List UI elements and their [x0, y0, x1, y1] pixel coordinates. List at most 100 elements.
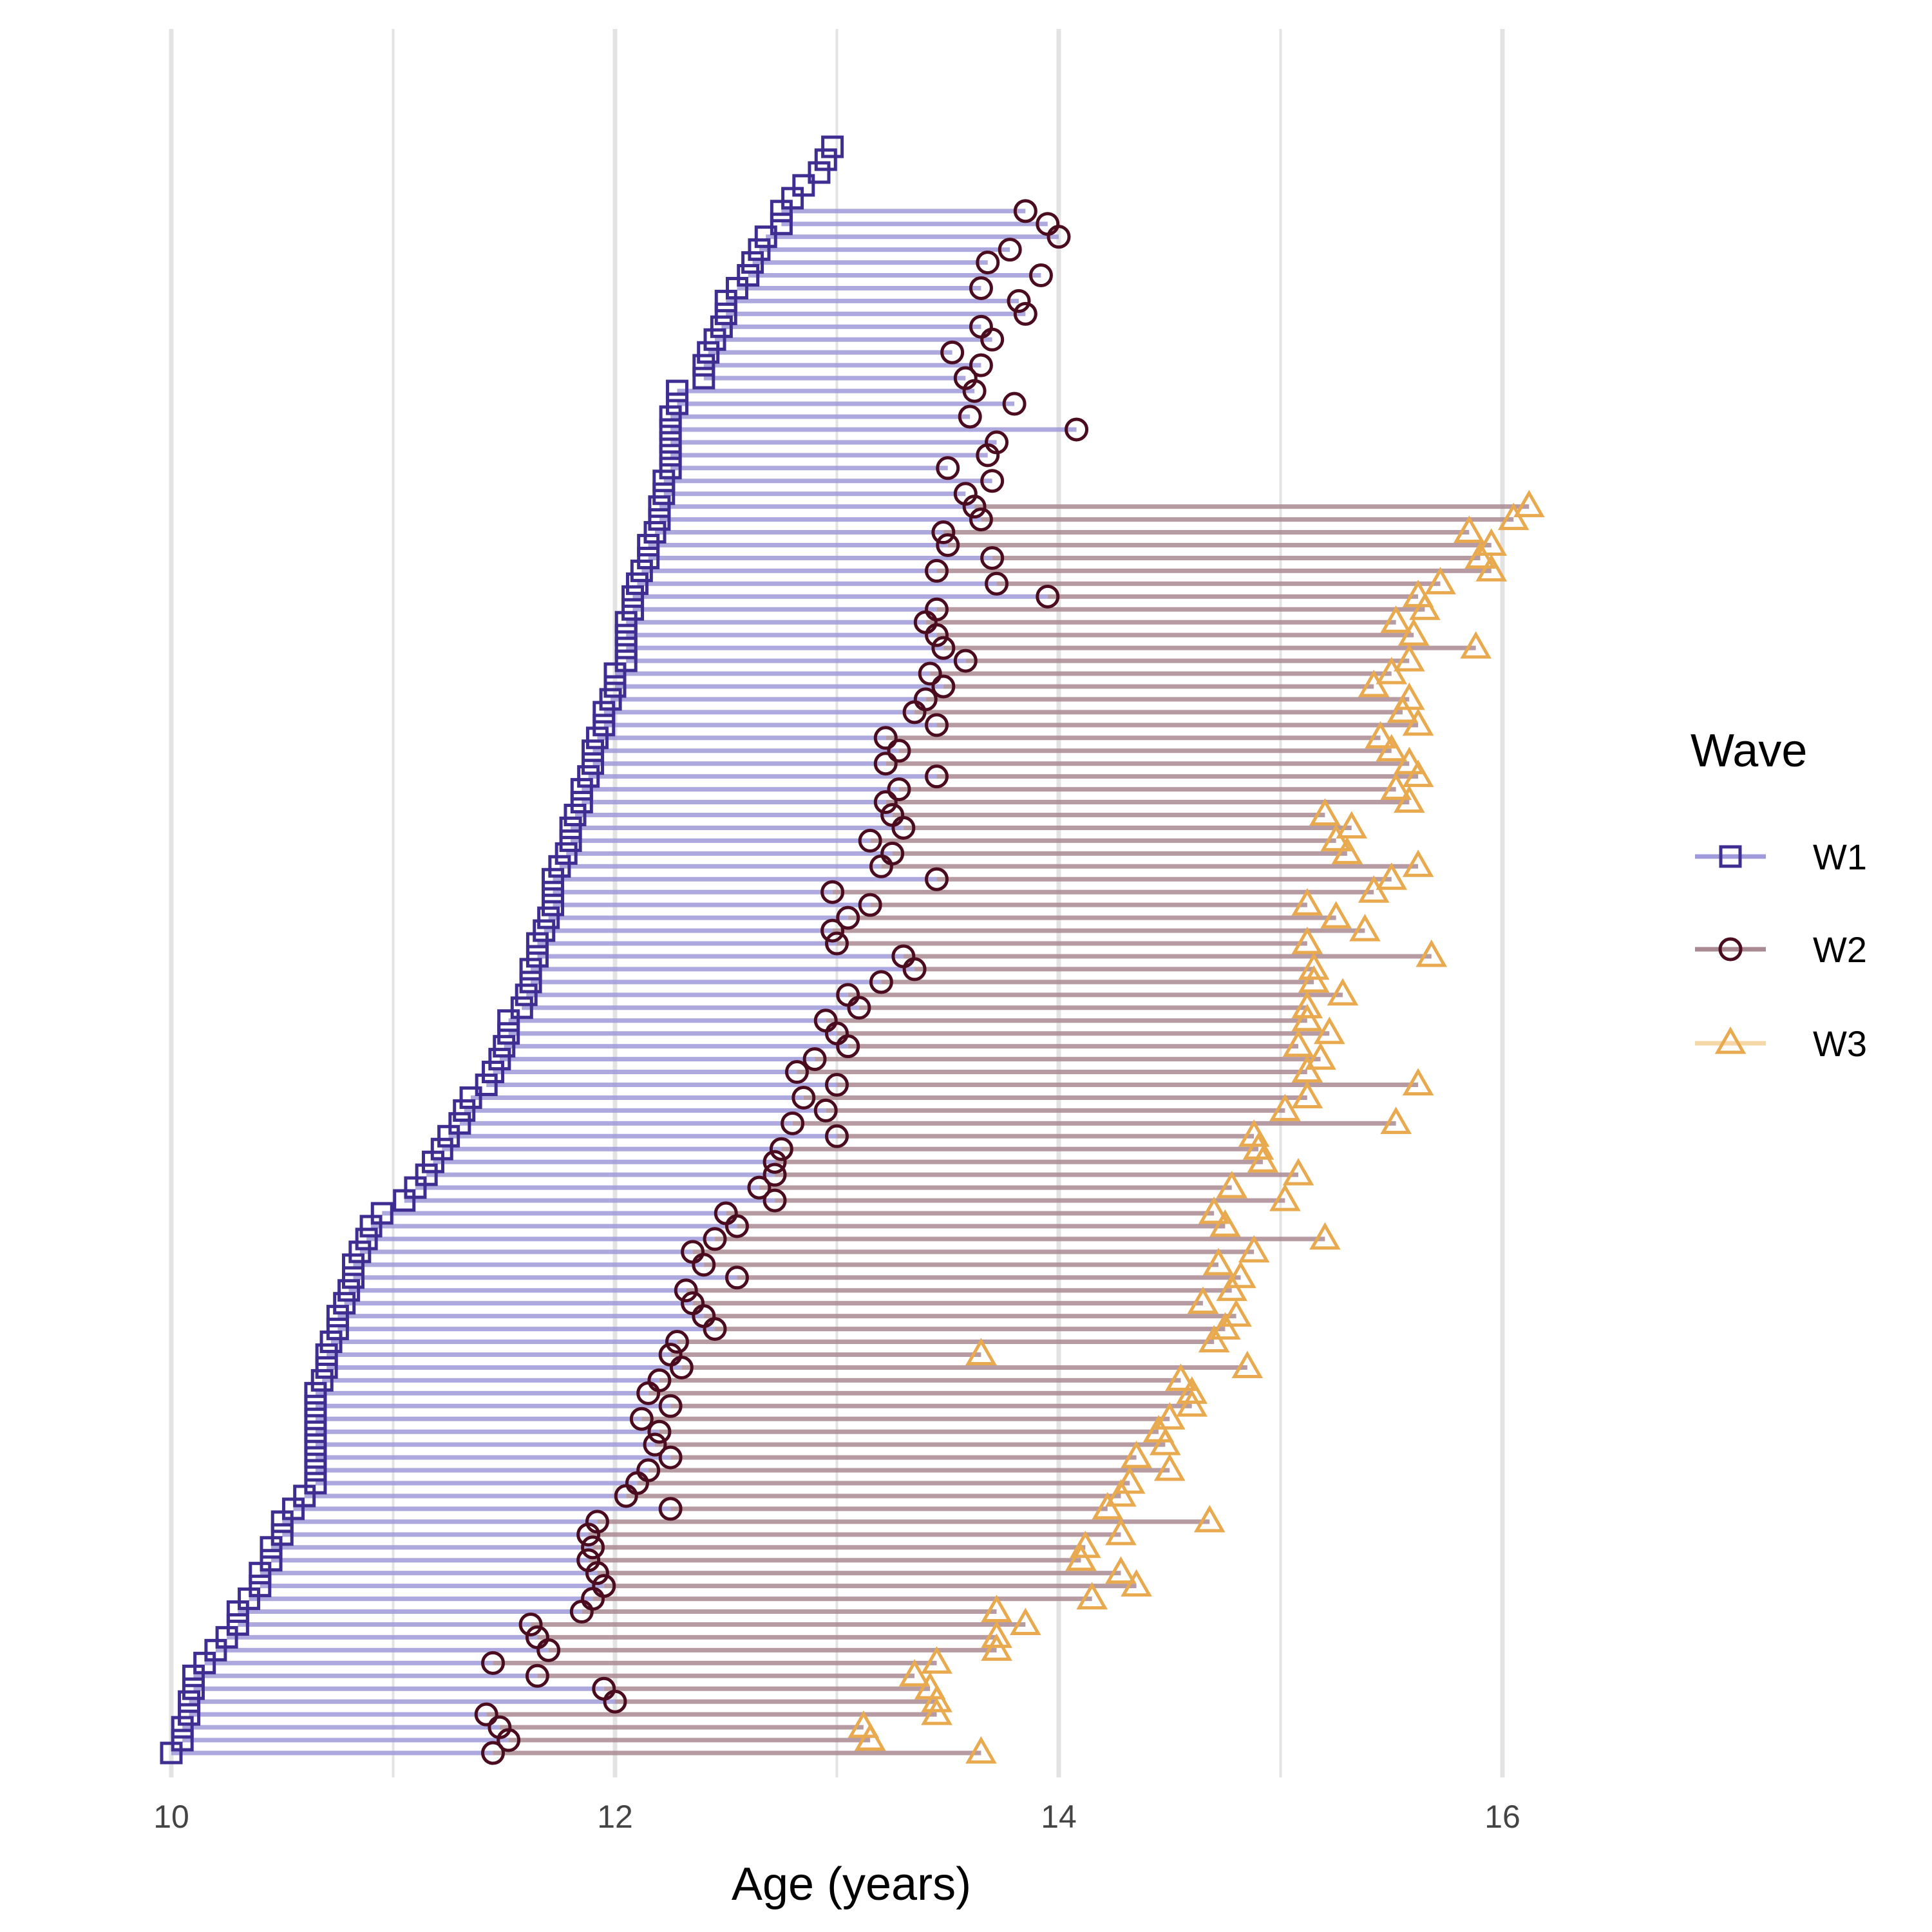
w3-point: [1402, 580, 1434, 607]
w1-point: [526, 932, 549, 955]
w1-point: [475, 1073, 498, 1096]
w2-point: [940, 340, 965, 365]
w2-point: [658, 1342, 683, 1367]
w2-point: [825, 931, 849, 956]
w3-point: [1105, 1517, 1137, 1546]
w1-point: [537, 906, 560, 929]
w2-point: [913, 687, 938, 712]
w2-point: [953, 649, 978, 673]
w3-point: [1425, 567, 1456, 594]
w1-point: [178, 1690, 201, 1713]
w2-point: [969, 276, 993, 300]
w1-point: [692, 366, 715, 390]
w1-point: [510, 996, 533, 1019]
participant-lines: [171, 209, 1530, 1756]
w2-point: [813, 1009, 838, 1033]
w3-point: [1165, 1363, 1197, 1391]
w2-point: [585, 1510, 609, 1534]
w2-point: [976, 251, 1000, 275]
w1-point: [554, 842, 578, 865]
w3-point: [1349, 914, 1381, 942]
w3-point: [1376, 862, 1408, 890]
x-tick-label-14: 14: [1041, 1799, 1077, 1835]
w1-point: [714, 302, 737, 325]
w2-point: [953, 482, 978, 506]
w1-point: [542, 867, 565, 891]
w2-point: [820, 880, 845, 904]
w2-point: [969, 353, 993, 377]
legend-label: W1: [1813, 837, 1867, 877]
w3-point: [898, 1659, 931, 1687]
w2-point: [647, 1419, 672, 1444]
w1-point: [603, 675, 627, 698]
w1-point: [570, 791, 593, 814]
w2-point: [802, 1047, 827, 1072]
w1-point: [770, 213, 793, 236]
x-tick-label-10: 10: [153, 1799, 189, 1835]
w3-point: [1220, 1299, 1252, 1327]
w1-point: [304, 1381, 327, 1405]
w3-point: [1460, 631, 1492, 659]
w2-point: [658, 1394, 683, 1418]
legend-item-w2: W2: [1695, 929, 1867, 970]
w1-point: [226, 1613, 249, 1636]
w3-point: [1380, 772, 1412, 800]
w2-point: [925, 713, 949, 737]
w2-point: [769, 1137, 793, 1161]
w1-point: [697, 341, 720, 364]
w2-point: [936, 533, 960, 558]
w1-point: [614, 623, 638, 647]
w3-point: [1282, 1158, 1314, 1186]
w3-point: [1105, 1556, 1137, 1584]
w2-point: [836, 905, 860, 930]
w1-point: [652, 469, 676, 493]
w2-point: [581, 1535, 605, 1560]
w2-point: [576, 1548, 601, 1573]
w1-point: [559, 829, 582, 852]
legend: Wave W1 W2 W3: [1690, 725, 1867, 1064]
w2-point: [918, 661, 942, 686]
w1-point: [304, 1394, 327, 1417]
w2-point: [813, 1098, 838, 1122]
w1-point: [659, 418, 682, 441]
w2-point: [791, 1085, 816, 1110]
w2-point: [931, 674, 956, 699]
w3-point: [1365, 721, 1396, 749]
w2-point: [481, 1651, 506, 1675]
w1-point: [304, 1472, 327, 1495]
w1-point: [310, 1368, 334, 1392]
w1-point: [493, 1035, 516, 1058]
w3-point: [1238, 1235, 1270, 1263]
w1-point: [171, 1728, 194, 1752]
w2-point: [985, 430, 1009, 455]
w2-point: [998, 238, 1022, 262]
w2-point: [931, 520, 956, 545]
w1-point: [592, 701, 616, 724]
w1-point: [326, 1318, 349, 1341]
w2-point: [592, 1676, 616, 1701]
w1-point: [315, 1343, 338, 1366]
w2-point: [820, 918, 845, 943]
w2-point: [658, 1445, 683, 1470]
w3-point: [1298, 952, 1330, 980]
w3-point: [981, 1595, 1012, 1623]
w1-point: [548, 855, 571, 878]
w1-point: [178, 1703, 201, 1726]
w1-point: [304, 1420, 327, 1443]
w1-point: [304, 1407, 327, 1430]
w2-point: [781, 1111, 805, 1135]
w2-point: [1002, 392, 1027, 416]
w2-point: [958, 404, 982, 429]
w3-point: [1416, 939, 1448, 967]
w3-point: [1291, 990, 1323, 1019]
w2-point: [488, 1715, 512, 1739]
w3-point: [1153, 1402, 1186, 1430]
x-axis-title: Age (years): [732, 1859, 971, 1910]
w1-point: [304, 1459, 327, 1482]
w3-point: [1269, 1184, 1301, 1211]
w3-point: [1076, 1582, 1108, 1610]
w1-point: [497, 1022, 520, 1045]
w2-point: [858, 828, 882, 853]
w2-point: [681, 1291, 705, 1316]
